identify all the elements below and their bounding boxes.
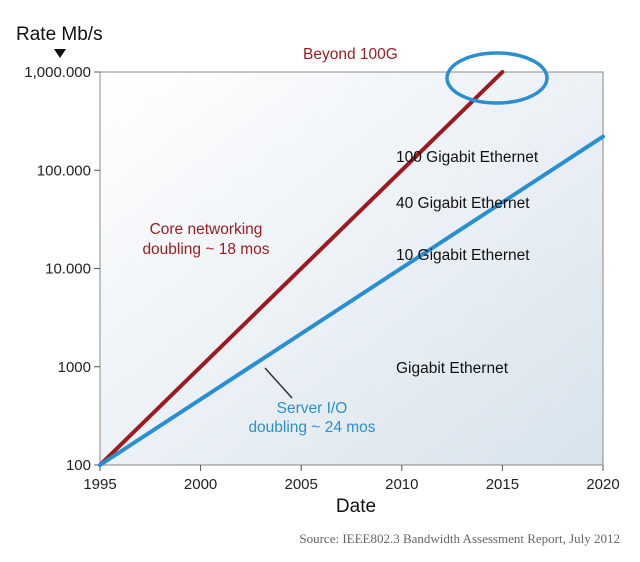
plot-area <box>99 71 604 466</box>
server-io-label-line2: doubling ~ 24 mos <box>248 419 375 436</box>
y-tick-label: 1000 <box>58 359 91 376</box>
server-io-label-line1: Server I/O <box>277 400 348 417</box>
x-axis-ticks: 1995 2000 2005 2010 2015 2020 <box>83 465 620 493</box>
label-40-gigabit-ethernet: 40 Gigabit Ethernet <box>396 195 530 212</box>
x-tick-label: 2015 <box>486 476 519 493</box>
x-tick-label: 2020 <box>586 476 619 493</box>
beyond-100g-label: Beyond 100G <box>303 46 398 63</box>
label-100-gigabit-ethernet: 100 Gigabit Ethernet <box>396 149 539 166</box>
y-tick-label: 100.000 <box>37 162 91 179</box>
series-line-server <box>98 134 605 467</box>
server-io-pointer <box>264 367 293 399</box>
y-tick-label: 100 <box>66 457 91 474</box>
y-axis-ticks: 100 1000 10.000 100.000 1,000.000 <box>24 64 100 474</box>
x-tick-label: 2010 <box>385 476 418 493</box>
x-tick-label: 2000 <box>184 476 217 493</box>
beyond-100g-highlight <box>445 51 549 105</box>
y-tick-label: 1,000.000 <box>24 64 91 81</box>
source-note: Source: IEEE802.3 Bandwidth Assessment R… <box>299 531 620 546</box>
series-line-core <box>98 70 505 467</box>
core-networking-label-line2: doubling ~ 18 mos <box>142 241 269 258</box>
core-networking-label-line1: Core networking <box>150 221 263 238</box>
x-tick-label: 2005 <box>285 476 318 493</box>
y-axis-title: Rate Mb/s <box>16 24 103 45</box>
label-gigabit-ethernet: Gigabit Ethernet <box>396 360 509 377</box>
y-axis-arrow-icon <box>54 49 66 58</box>
y-tick-label: 10.000 <box>45 261 91 278</box>
x-tick-label: 1995 <box>83 476 116 493</box>
x-axis-title: Date <box>336 496 376 517</box>
label-10-gigabit-ethernet: 10 Gigabit Ethernet <box>396 247 530 264</box>
series-layer <box>98 70 605 467</box>
